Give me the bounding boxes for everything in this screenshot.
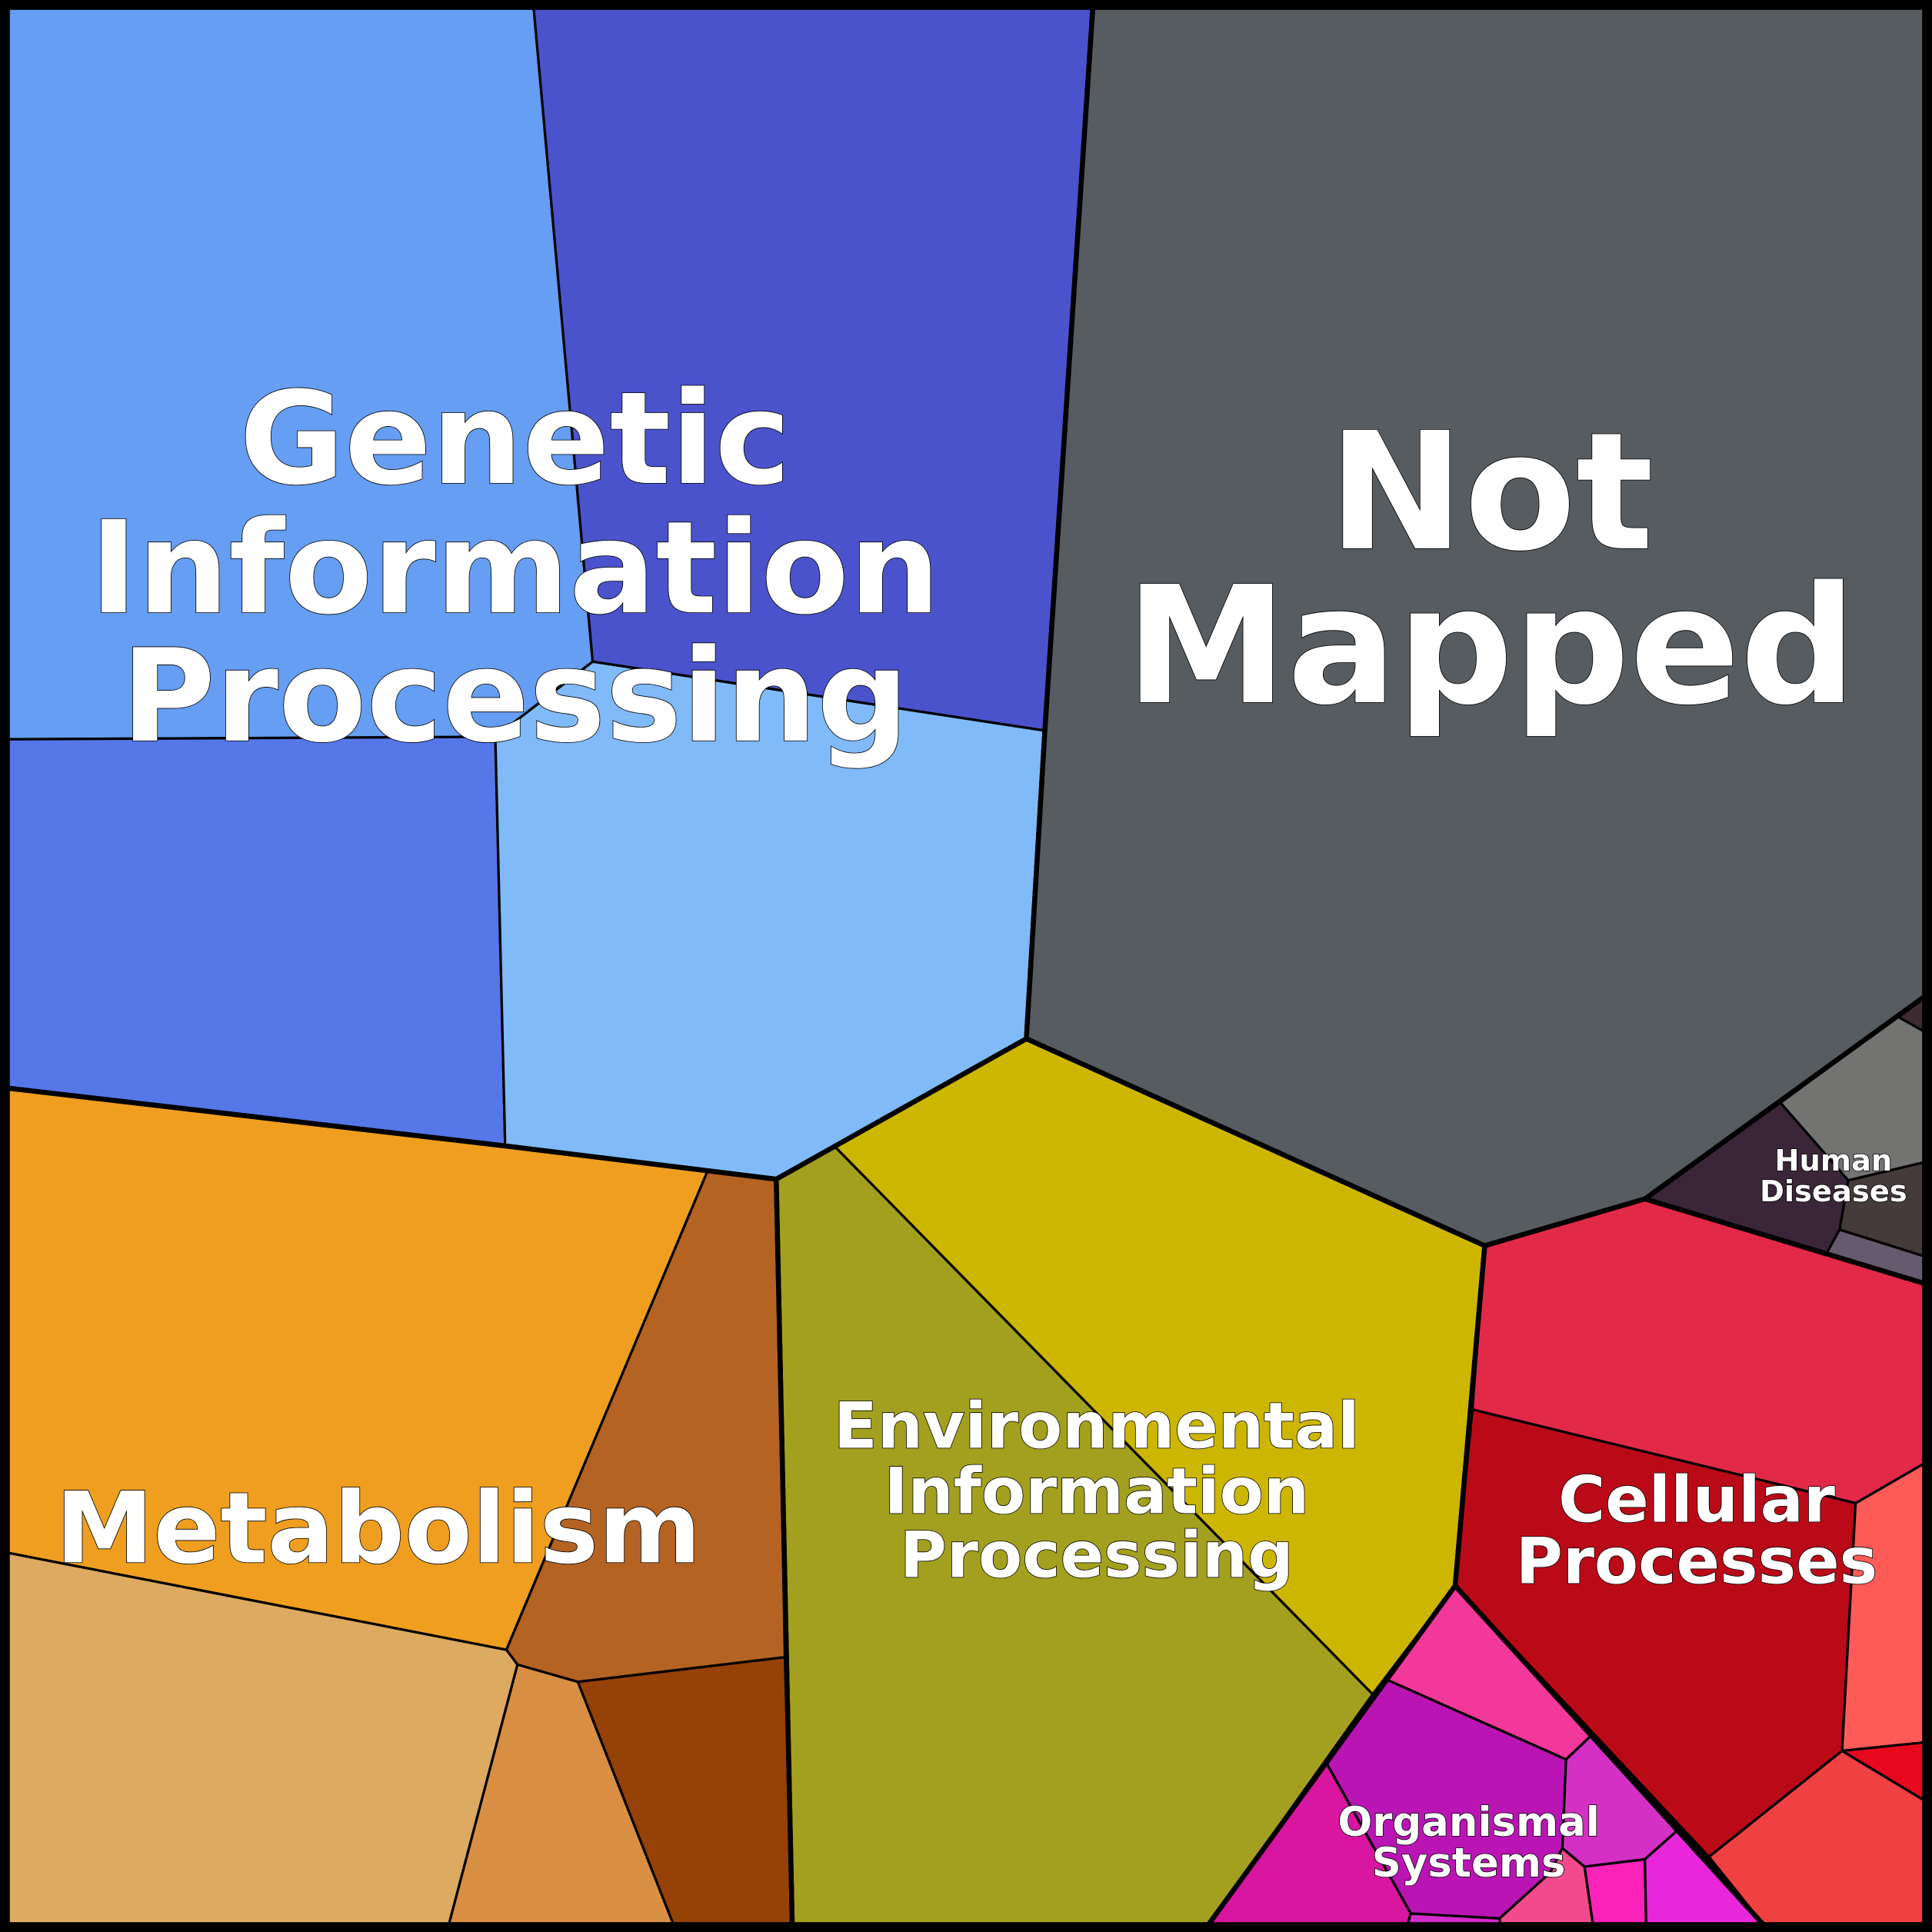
genetic-label: Processing [122, 622, 909, 771]
metabolism-label: Metabolism [55, 1471, 701, 1586]
environmental-label: Processing [900, 1518, 1294, 1593]
cellular-label: Cellular [1558, 1463, 1835, 1537]
environmental-label: Information [884, 1454, 1309, 1528]
not-mapped-label: Mapped [1125, 551, 1857, 741]
genetic-label: Information [90, 494, 941, 643]
environmental-label: Environmental [834, 1388, 1360, 1463]
genetic-label: Genetic [239, 365, 791, 514]
cellular-cell [1840, 1461, 1927, 1753]
organismal-cell [1583, 1857, 1647, 1927]
organismal-label: Organismal [1337, 1799, 1600, 1846]
not-mapped-label: Not [1328, 398, 1654, 587]
organismal-label: Systems [1372, 1840, 1566, 1887]
human-diseases-label: Diseases [1760, 1174, 1907, 1209]
cellular-label: Processes [1516, 1524, 1877, 1599]
human-diseases-label: Human [1774, 1144, 1892, 1178]
genetic-cell [5, 735, 507, 1148]
